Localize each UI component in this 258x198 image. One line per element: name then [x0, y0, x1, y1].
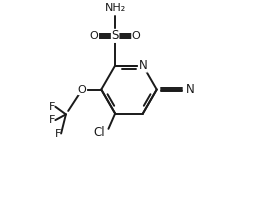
Text: O: O: [90, 31, 99, 41]
Text: N: N: [139, 59, 147, 72]
Text: N: N: [186, 83, 195, 96]
Text: F: F: [49, 115, 55, 125]
Text: Cl: Cl: [93, 126, 104, 139]
Text: F: F: [55, 129, 61, 139]
Text: S: S: [111, 29, 119, 42]
Text: O: O: [132, 31, 141, 41]
Text: F: F: [49, 102, 55, 112]
Text: O: O: [78, 85, 86, 94]
Text: NH₂: NH₂: [104, 3, 126, 13]
